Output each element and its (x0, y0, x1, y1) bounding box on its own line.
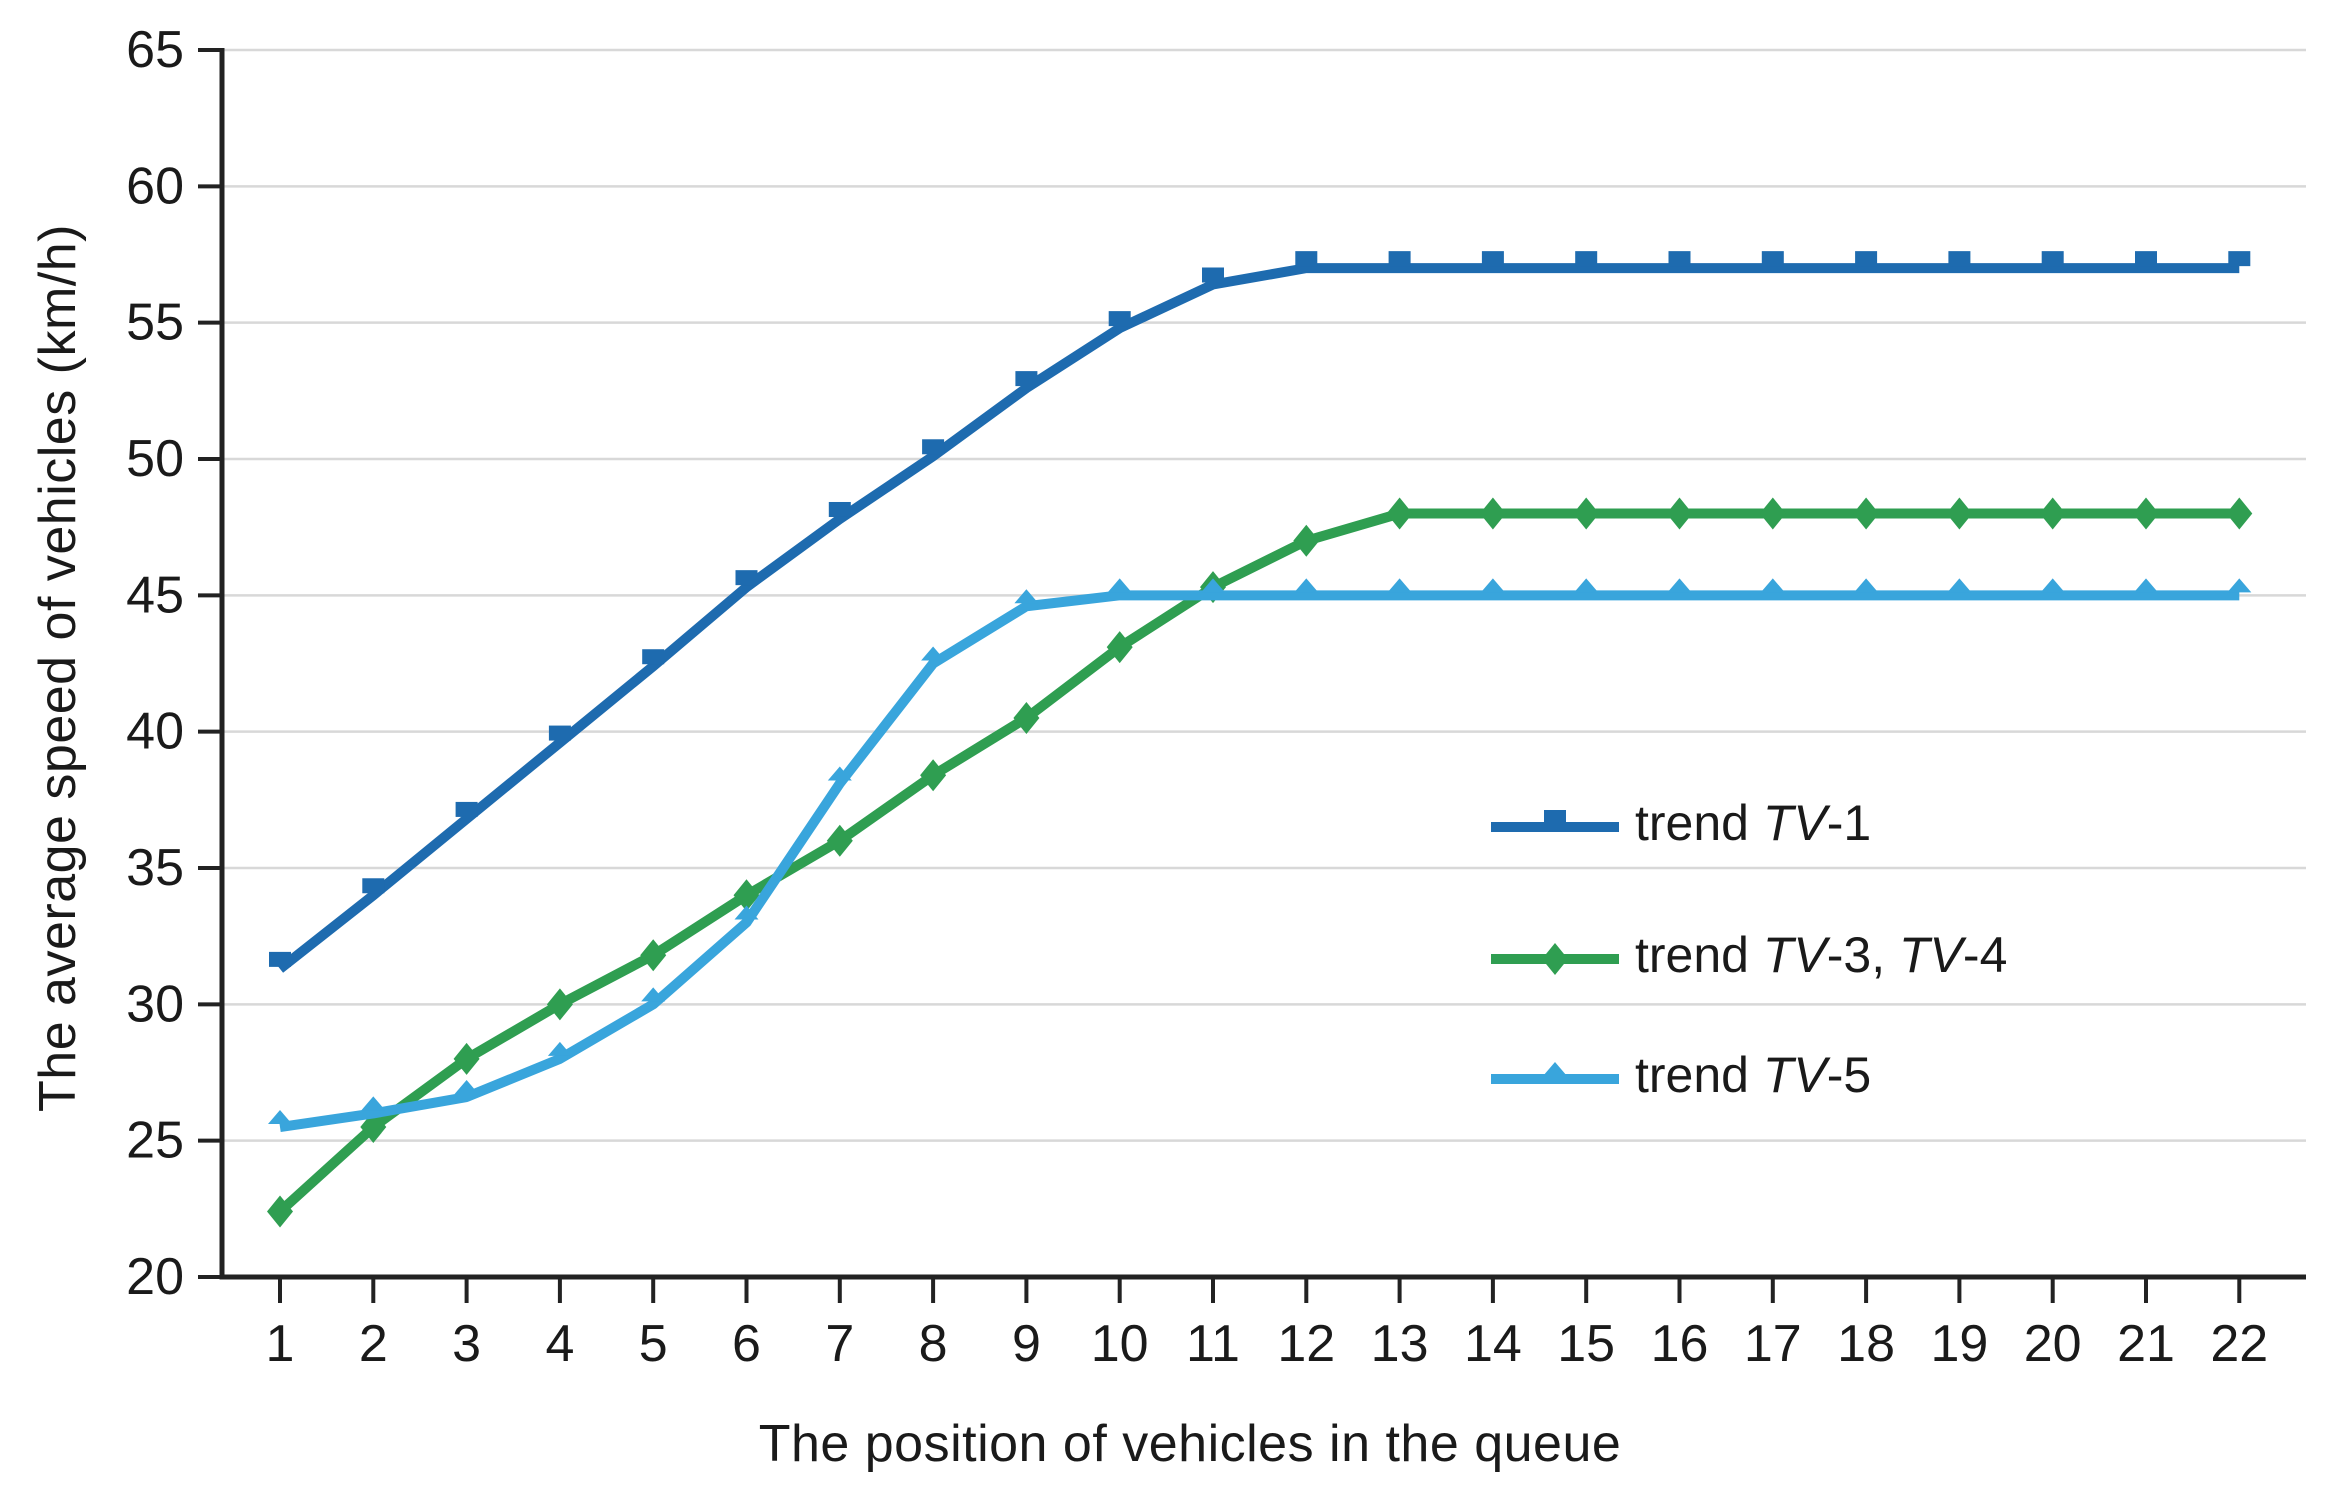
svg-text:19: 19 (1930, 1315, 1988, 1373)
svg-text:16: 16 (1651, 1315, 1709, 1373)
x-axis-ticks: 1 2 3 4 5 6 7 8 9 10 11 12 13 14 15 16 17 18 19 20 21 22 (266, 1277, 2268, 1373)
svg-text:9: 9 (1012, 1315, 1041, 1373)
y-axis-ticks: 20 25 30 35 40 45 50 55 60 65 (126, 21, 222, 1306)
svg-text:14: 14 (1464, 1315, 1522, 1373)
svg-text:45: 45 (126, 566, 184, 624)
svg-text:55: 55 (126, 294, 184, 352)
svg-text:8: 8 (919, 1315, 948, 1373)
svg-text:25: 25 (126, 1112, 184, 1170)
series-1 (269, 251, 2251, 973)
legend-swatch-square-icon (1491, 810, 1619, 832)
legend-label-1: trend TV-1 (1635, 795, 1872, 851)
svg-text:1: 1 (266, 1315, 295, 1373)
svg-text:22: 22 (2210, 1315, 2268, 1373)
legend-item-3: trend TV-5 (1491, 1047, 1871, 1103)
svg-text:17: 17 (1744, 1315, 1802, 1373)
series-3 (268, 578, 2252, 1132)
x-axis-title: The position of vehicles in the queue (758, 1415, 1622, 1473)
legend-swatch-triangle-up-icon (1491, 1062, 1619, 1084)
svg-text:65: 65 (126, 21, 184, 79)
svg-text:20: 20 (2024, 1315, 2082, 1373)
svg-text:50: 50 (126, 430, 184, 488)
svg-text:2: 2 (359, 1315, 388, 1373)
axes (219, 48, 2306, 1280)
svg-text:60: 60 (126, 157, 184, 215)
legend-swatch-diamond-icon (1491, 943, 1619, 975)
legend-label-3: trend TV-5 (1635, 1047, 1872, 1103)
svg-text:18: 18 (1837, 1315, 1895, 1373)
svg-text:40: 40 (126, 703, 184, 761)
svg-text:7: 7 (825, 1315, 854, 1373)
series-2 (267, 497, 2253, 1228)
svg-text:5: 5 (639, 1315, 668, 1373)
svg-text:10: 10 (1091, 1315, 1149, 1373)
y-axis-title: The average speed of vehicles (km/h) (29, 224, 87, 1112)
svg-text:15: 15 (1557, 1315, 1615, 1373)
legend-item-2: trend TV-3, TV-4 (1491, 927, 2007, 983)
svg-text:20: 20 (126, 1248, 184, 1306)
svg-text:12: 12 (1277, 1315, 1335, 1373)
svg-text:3: 3 (452, 1315, 481, 1373)
legend-item-1: trend TV-1 (1491, 795, 1871, 851)
svg-text:4: 4 (545, 1315, 574, 1373)
svg-text:6: 6 (732, 1315, 761, 1373)
svg-text:21: 21 (2117, 1315, 2175, 1373)
svg-text:35: 35 (126, 839, 184, 897)
svg-text:11: 11 (1186, 1315, 1240, 1373)
legend-label-2: trend TV-3, TV-4 (1635, 927, 2008, 983)
svg-text:30: 30 (126, 975, 184, 1033)
svg-text:13: 13 (1371, 1315, 1429, 1373)
